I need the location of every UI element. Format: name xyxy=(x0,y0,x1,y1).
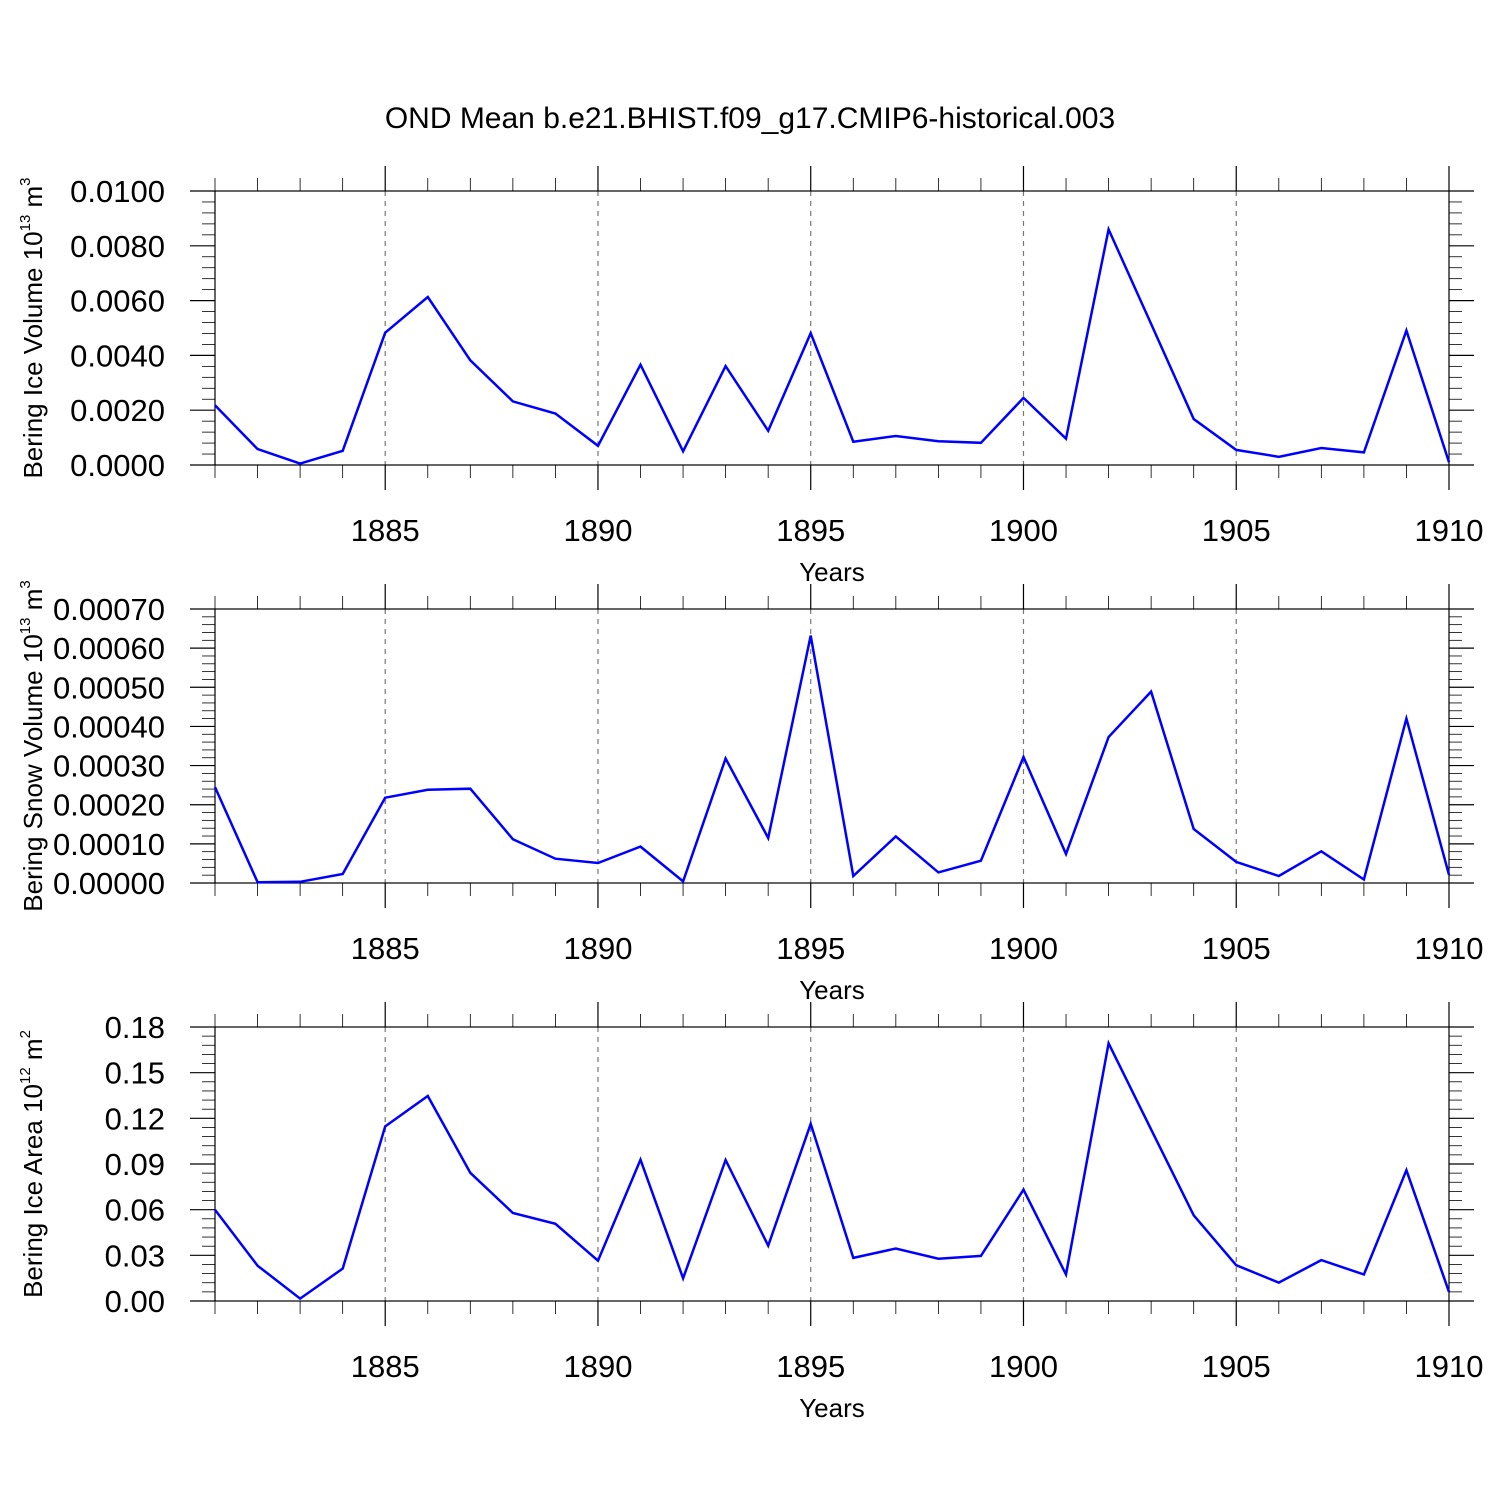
panel-1-series-line xyxy=(214,225,1451,465)
panel-1-y-tick-label: 0.0080 xyxy=(70,229,165,264)
panel-2-y-axis-label: Bering Snow Volume 1013 m3 xyxy=(17,580,48,911)
panel-3-x-tick-label: 1885 xyxy=(351,1349,420,1384)
panel-1-y-tick-label: 0.0100 xyxy=(70,174,165,209)
panel-2-x-tick-label: 1895 xyxy=(776,931,845,966)
panel-3-x-axis-label: Years xyxy=(799,1393,865,1423)
panel-1-y-tick-label: 0.0000 xyxy=(70,448,165,483)
panel-2-plot-frame xyxy=(214,608,1450,884)
panel-2-y-tick-label: 0.00070 xyxy=(53,592,165,627)
panel-1-y-tick-label: 0.0060 xyxy=(70,284,165,319)
panel-2-series-line xyxy=(213,635,1451,884)
panel-3-y-tick-label: 0.03 xyxy=(105,1238,165,1273)
panel-3-y-tick-label: 0.12 xyxy=(105,1101,165,1136)
panel-3-y-tick-label: 0.00 xyxy=(105,1284,165,1319)
panel-2-y-tick-label: 0.00000 xyxy=(53,866,165,901)
panel-3-y-tick-label: 0.06 xyxy=(105,1193,165,1228)
panel-1-x-tick-label: 1900 xyxy=(989,513,1058,548)
panel-1-x-axis-label: Years xyxy=(799,557,865,587)
panel-2-y-tick-label: 0.00030 xyxy=(53,749,165,784)
panel-3-x-tick-label: 1895 xyxy=(776,1349,845,1384)
panel-3-series-line xyxy=(214,1039,1451,1301)
panel-1-x-tick-label: 1895 xyxy=(776,513,845,548)
panel-3-x-tick-label: 1900 xyxy=(989,1349,1058,1384)
panel-1-plot-frame xyxy=(214,190,1450,466)
panel-1-x-tick-label: 1910 xyxy=(1415,513,1484,548)
panel-3-x-tick-label: 1890 xyxy=(563,1349,632,1384)
panel-3-y-tick-label: 0.09 xyxy=(105,1147,165,1182)
chart-title: OND Mean b.e21.BHIST.f09_g17.CMIP6-histo… xyxy=(385,102,1115,135)
panel-1-y-tick-label: 0.0020 xyxy=(70,393,165,428)
panel-3-x-tick-label: 1905 xyxy=(1202,1349,1271,1384)
panel-3-plot-frame xyxy=(214,1026,1450,1302)
panel-1-x-tick-label: 1885 xyxy=(351,513,420,548)
panel-1-y-axis-label: Bering Ice Volume 1013 m3 xyxy=(17,177,48,478)
panel-3-y-axis-label: Bering Ice Area 1012 m2 xyxy=(17,1030,48,1298)
panel-2-y-tick-label: 0.00050 xyxy=(53,670,165,705)
panel-2-x-tick-label: 1905 xyxy=(1202,931,1271,966)
panel-3-y-tick-label: 0.18 xyxy=(105,1010,165,1045)
panel-2-y-tick-label: 0.00060 xyxy=(53,631,165,666)
panel-1-x-tick-label: 1905 xyxy=(1202,513,1271,548)
panel-2-x-axis-label: Years xyxy=(799,975,865,1005)
panel-2-y-tick-label: 0.00010 xyxy=(53,827,165,862)
panel-2-x-tick-label: 1910 xyxy=(1415,931,1484,966)
panel-1-x-tick-label: 1890 xyxy=(563,513,632,548)
panel-2-y-tick-label: 0.00020 xyxy=(53,788,165,823)
panel-1-y-tick-label: 0.0040 xyxy=(70,338,165,373)
panel-2-x-tick-label: 1885 xyxy=(351,931,420,966)
panel-3-y-tick-label: 0.15 xyxy=(105,1056,165,1091)
panel-2-x-tick-label: 1890 xyxy=(563,931,632,966)
panel-2-x-tick-label: 1900 xyxy=(989,931,1058,966)
panel-3-x-tick-label: 1910 xyxy=(1415,1349,1484,1384)
panel-2-y-tick-label: 0.00040 xyxy=(53,709,165,744)
